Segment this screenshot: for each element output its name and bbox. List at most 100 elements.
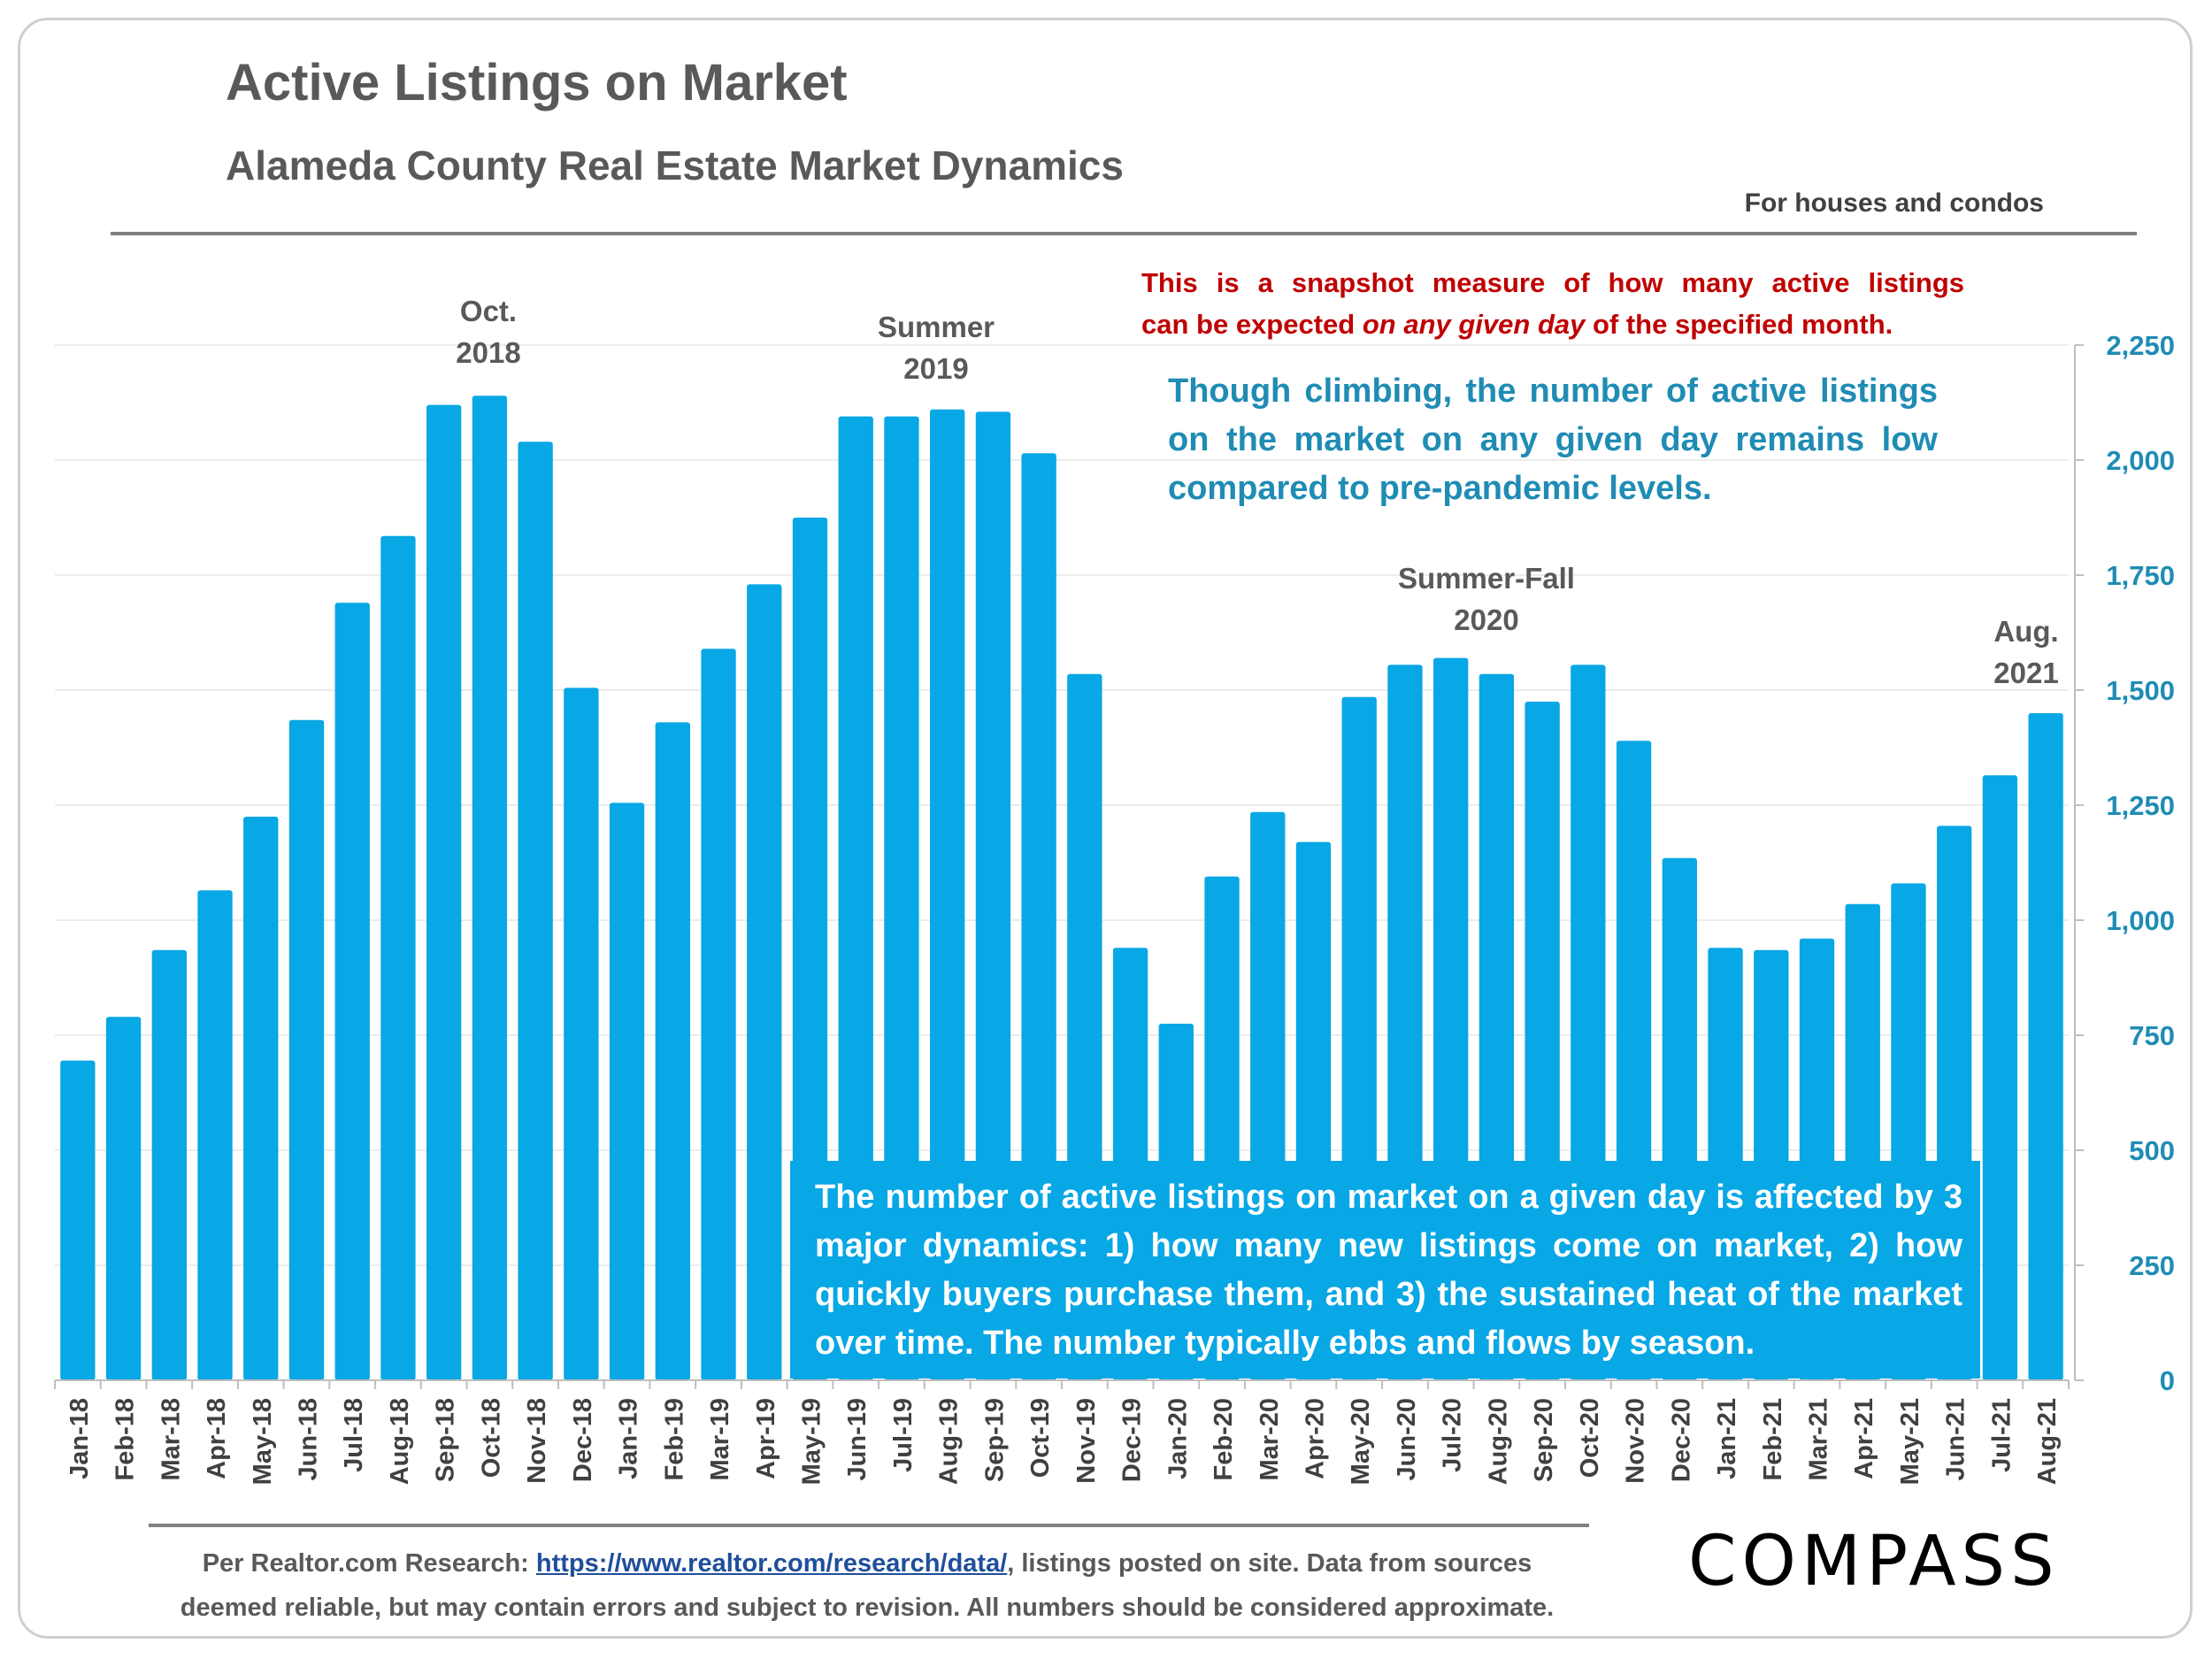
x-tick-label: Sep-18: [432, 1398, 460, 1482]
footer-suffix: , listings posted on site. Data from sou…: [1007, 1549, 1532, 1578]
x-tick-label: Aug-18: [386, 1398, 414, 1485]
x-tick-label: Oct-19: [1026, 1398, 1055, 1478]
x-tick-label: Jan-20: [1164, 1398, 1192, 1479]
x-tick-label: Jun-18: [295, 1398, 323, 1480]
annotation-summer-fall-2020: Summer-Fall 2020: [1380, 557, 1593, 641]
footer-line1: Per Realtor.com Research: https://www.re…: [115, 1541, 1619, 1586]
x-tick-label: Jun-20: [1393, 1398, 1421, 1480]
bar-apr-19: [747, 584, 782, 1380]
x-tick-label: Aug-20: [1484, 1398, 1512, 1485]
x-tick-label: Sep-20: [1530, 1398, 1558, 1482]
x-tick-label: May-18: [249, 1398, 277, 1485]
footer-divider: [149, 1524, 1589, 1527]
x-tick-label: Dec-18: [569, 1398, 597, 1482]
chart-title: Active Listings on Market: [226, 54, 848, 111]
footer-line2: deemed reliable, but may contain errors …: [180, 1594, 1555, 1622]
annotation-line: 2020: [1454, 603, 1519, 636]
bar-apr-18: [197, 890, 233, 1380]
bar-nov-18: [518, 442, 553, 1381]
chart-subtitle: Alameda County Real Estate Market Dynami…: [226, 142, 1124, 188]
x-tick-label: Jun-19: [843, 1398, 872, 1480]
source-link[interactable]: https://www.realtor.com/research/data/: [535, 1549, 1008, 1578]
x-tick-label: Jan-19: [615, 1398, 643, 1479]
annotation-line: Summer: [877, 311, 995, 343]
annotation-line: 2018: [456, 336, 521, 369]
x-tick-label: Jul-21: [1987, 1398, 2016, 1472]
snapshot-note-text: of the specified month.: [1585, 309, 1893, 340]
bar-aug-19: [930, 409, 965, 1380]
compass-logo: COMPASS: [1688, 1522, 2060, 1601]
x-tick-label: Apr-20: [1302, 1398, 1330, 1479]
x-tick-label: Feb-19: [660, 1398, 688, 1480]
x-tick-label: Jan-21: [1713, 1398, 1741, 1479]
bar-jul-18: [334, 603, 370, 1380]
x-tick-label: May-19: [798, 1398, 826, 1485]
bar-jun-19: [838, 416, 873, 1381]
bar-aug-18: [380, 535, 416, 1380]
card-frame: [18, 18, 2193, 1639]
annotation-line: 2021: [1993, 657, 2059, 689]
bar-oct-18: [472, 396, 508, 1381]
x-tick-label: Oct-18: [477, 1398, 505, 1478]
bar-sep-19: [975, 411, 1011, 1380]
snapshot-note-line1: This is a snapshot measure of how many a…: [1141, 267, 1964, 298]
x-tick-label: Feb-20: [1210, 1398, 1238, 1480]
x-tick-label: Nov-19: [1072, 1398, 1101, 1484]
scope-note: For houses and condos: [1744, 188, 2044, 218]
x-tick-label: May-20: [1347, 1398, 1375, 1485]
bar-jun-18: [288, 719, 325, 1380]
bar-aug-21: [2028, 713, 2063, 1380]
x-tick-label: Mar-18: [157, 1398, 185, 1481]
annotation-oct-2018: Oct. 2018: [440, 290, 537, 373]
x-tick-label: Mar-19: [706, 1398, 734, 1481]
snapshot-note: This is a snapshot measure of how many a…: [1141, 262, 1964, 345]
y-tick-label: 500: [2129, 1135, 2175, 1166]
x-tick-label: Sep-19: [980, 1398, 1009, 1482]
x-tick-label: May-21: [1896, 1398, 1924, 1485]
snapshot-note-text: can be expected: [1141, 309, 1363, 340]
annotation-aug-2021: Aug. 2021: [1982, 611, 2070, 694]
bar-jan-19: [609, 803, 645, 1380]
bar-jan-18: [60, 1060, 96, 1380]
bar-mar-19: [701, 649, 736, 1380]
x-tick-label: Aug-21: [2033, 1398, 2062, 1485]
bar-sep-18: [426, 404, 462, 1381]
x-tick-label: Jun-21: [1942, 1398, 1970, 1480]
source-footer: Per Realtor.com Research: https://www.re…: [115, 1541, 1619, 1630]
climbing-note: Though climbing, the number of active li…: [1168, 373, 1938, 507]
annotation-line: Aug.: [1993, 615, 2059, 648]
y-tick-label: 1,250: [2106, 790, 2175, 821]
annotation-line: Summer-Fall: [1398, 562, 1575, 595]
y-tick-label: 1,750: [2106, 560, 2175, 591]
x-tick-label: Feb-18: [111, 1398, 140, 1480]
x-tick-label: Nov-20: [1622, 1398, 1650, 1484]
x-tick-label: Oct-20: [1576, 1398, 1604, 1478]
y-tick-label: 0: [2160, 1365, 2175, 1396]
y-tick-label: 2,000: [2106, 445, 2175, 476]
y-tick-label: 250: [2129, 1250, 2175, 1281]
x-tick-label: Apr-21: [1850, 1398, 1878, 1479]
y-tick-label: 1,500: [2106, 675, 2175, 706]
x-tick-label: Dec-20: [1667, 1398, 1695, 1482]
bar-jul-19: [884, 416, 919, 1381]
annotation-line: 2019: [903, 352, 969, 385]
y-tick-label: 1,000: [2106, 905, 2175, 936]
bar-mar-18: [151, 949, 187, 1380]
annotation-line: Oct.: [459, 295, 518, 327]
footer-prefix: Per Realtor.com Research:: [202, 1549, 536, 1578]
annotation-summer-2019: Summer 2019: [856, 306, 1016, 389]
x-tick-label: Dec-19: [1118, 1398, 1147, 1482]
x-tick-label: Apr-19: [752, 1398, 780, 1479]
bar-dec-18: [564, 687, 599, 1380]
header-divider: [111, 232, 2137, 235]
bar-feb-19: [655, 722, 690, 1380]
x-tick-label: Mar-20: [1256, 1398, 1284, 1481]
x-tick-label: Apr-18: [203, 1398, 231, 1479]
y-tick-label: 750: [2129, 1020, 2175, 1051]
bar-jul-21: [1982, 775, 2018, 1380]
dynamics-note-box: The number of active listings on market …: [790, 1161, 1980, 1379]
x-tick-label: Feb-21: [1759, 1398, 1787, 1480]
x-tick-label: Jan-18: [65, 1398, 94, 1479]
snapshot-note-line2: can be expected on any given day of the …: [1141, 303, 1964, 345]
x-tick-label: Jul-19: [889, 1398, 918, 1472]
